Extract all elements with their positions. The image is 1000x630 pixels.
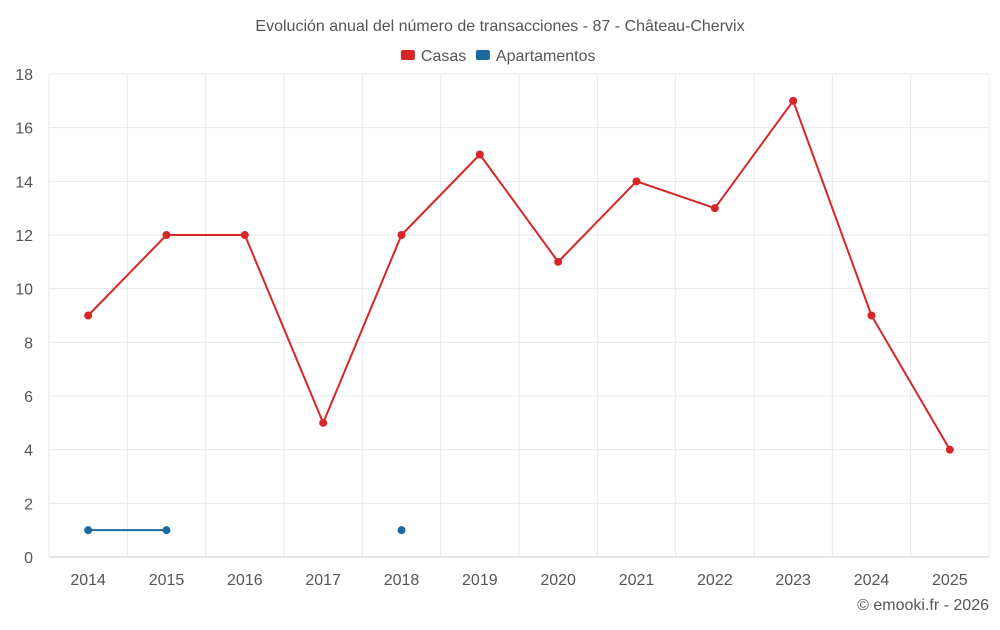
series-group [84, 96, 954, 535]
y-tick-label: 0 [24, 550, 33, 567]
x-tick-label: 2020 [540, 572, 576, 589]
y-tick-label: 8 [24, 335, 33, 352]
data-point-casas[interactable] [475, 150, 484, 159]
y-tick-label: 12 [15, 228, 33, 245]
y-tick-label: 14 [15, 174, 33, 191]
legend-label: Apartamentos [496, 48, 596, 65]
y-tick-label: 18 [15, 67, 33, 84]
chart-title: Evolución anual del número de transaccio… [255, 18, 744, 35]
legend-swatch [400, 50, 415, 60]
x-tick-label: 2014 [70, 572, 106, 589]
y-tick-label: 6 [24, 389, 33, 406]
legend-item-casas[interactable]: Casas [400, 48, 466, 65]
series-line-casas [322, 234, 403, 424]
series-line-casas [243, 234, 325, 424]
legend-item-apartamentos[interactable]: Apartamentos [475, 48, 596, 65]
data-point-casas[interactable] [867, 311, 876, 320]
x-tick-label: 2024 [854, 572, 890, 589]
data-point-casas[interactable] [84, 311, 93, 320]
data-point-casas[interactable] [319, 418, 328, 427]
y-tick-label: 2 [24, 496, 33, 513]
data-point-casas[interactable] [632, 177, 641, 186]
legend: Casas Apartamentos [400, 48, 596, 65]
credit-text: © emooki.fr - 2026 [857, 597, 989, 614]
data-point-casas[interactable] [710, 204, 719, 213]
data-point-casas[interactable] [554, 257, 563, 266]
x-tick-label: 2016 [227, 572, 263, 589]
x-tick-label: 2018 [384, 572, 420, 589]
series-line-casas [714, 100, 794, 209]
x-tick-label: 2015 [149, 572, 185, 589]
data-point-casas[interactable] [945, 445, 954, 454]
x-tick-label: 2021 [619, 572, 655, 589]
y-tick-label: 4 [24, 443, 33, 460]
data-point-casas[interactable] [789, 96, 798, 105]
series-line-casas [400, 153, 481, 236]
data-point-apartamentos[interactable] [162, 526, 171, 535]
grid [48, 73, 990, 558]
data-point-casas[interactable] [162, 231, 171, 239]
data-point-casas[interactable] [397, 231, 406, 239]
x-tick-label: 2023 [775, 572, 811, 589]
data-point-apartamentos[interactable] [397, 526, 406, 535]
series-line-casas [792, 100, 873, 316]
x-axis: 2014 2015 2016 2017 2018 2019 2020 2021 2022 2023… [70, 572, 967, 589]
series-line-casas [636, 180, 716, 210]
y-tick-label: 16 [15, 121, 33, 138]
legend-label: Casas [421, 48, 466, 65]
y-tick-label: 10 [15, 282, 33, 299]
data-point-apartamentos[interactable] [84, 526, 93, 535]
data-point-casas[interactable] [240, 231, 249, 239]
x-tick-label: 2025 [932, 572, 968, 589]
x-tick-label: 2022 [697, 572, 733, 589]
legend-swatch [475, 50, 490, 60]
x-tick-label: 2019 [462, 572, 498, 589]
series-line-casas [557, 180, 638, 263]
x-tick-label: 2017 [305, 572, 341, 589]
series-line-casas [870, 314, 951, 451]
y-axis: 0 2 4 6 8 10 12 14 16 18 [15, 67, 33, 567]
series-line-casas [479, 153, 559, 263]
series-line-casas [87, 234, 168, 317]
